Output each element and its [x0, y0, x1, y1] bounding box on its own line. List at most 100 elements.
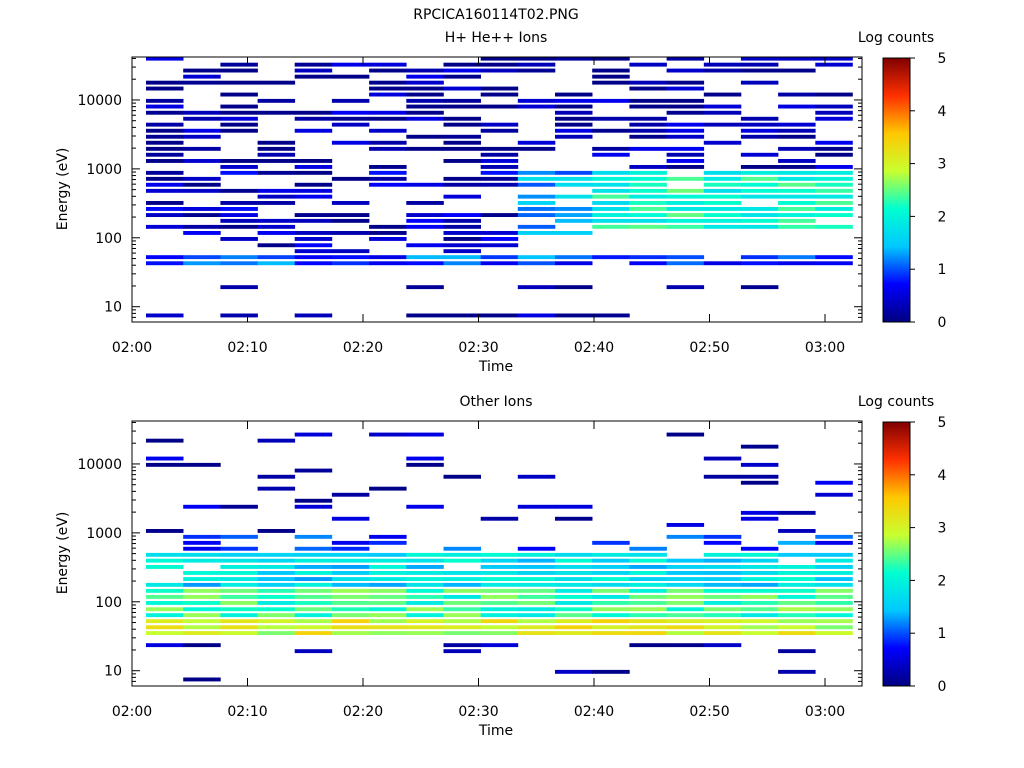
heatmap-cell — [443, 249, 481, 254]
heatmap-cell — [703, 261, 742, 266]
heatmap-cell — [183, 134, 221, 139]
heatmap-cell — [146, 643, 184, 648]
heatmap-cell — [629, 213, 667, 217]
heatmap-cell — [220, 110, 258, 115]
heatmap-cell — [592, 601, 630, 605]
heatmap-cell — [294, 631, 333, 635]
heatmap-cell — [778, 619, 816, 624]
heatmap-cell — [294, 582, 333, 587]
heatmap-cell — [406, 631, 444, 635]
heatmap-cell — [815, 625, 853, 630]
heatmap-cell — [146, 86, 184, 91]
heatmap-cell — [294, 601, 333, 605]
heatmap-cell — [369, 255, 407, 260]
colorbar-tick-label: 1 — [938, 262, 947, 278]
heatmap-cell — [146, 57, 184, 61]
heatmap-cell — [369, 540, 407, 545]
heatmap-cell — [146, 601, 184, 605]
heatmap-cell — [146, 122, 184, 127]
heatmap-cell — [443, 86, 481, 91]
panel-other-ions: Other Ions Log counts Time Energy (eV) 0… — [55, 394, 947, 739]
heatmap-cell — [592, 116, 630, 121]
heatmap-cell — [294, 231, 333, 235]
heatmap-cell — [740, 182, 779, 187]
heatmap-cell — [740, 516, 779, 521]
heatmap-cell — [666, 128, 705, 133]
heatmap-cell — [555, 92, 593, 97]
colorbar-label: Log counts — [858, 30, 934, 46]
x-tick-label: 03:00 — [805, 704, 845, 720]
heatmap-cell — [555, 98, 593, 103]
heatmap-cell — [740, 571, 779, 575]
heatmap-cell — [294, 588, 333, 593]
heatmap-cell — [146, 98, 184, 103]
heatmap-cell — [146, 207, 184, 211]
heatmap-cell — [815, 552, 853, 557]
heatmap-cell — [369, 110, 407, 115]
heatmap-cell — [183, 462, 221, 467]
x-tick-label: 02:10 — [227, 340, 267, 356]
heatmap-cell — [220, 558, 258, 563]
heatmap-cell — [220, 68, 258, 73]
heatmap-cell — [592, 669, 630, 674]
heatmap-cell — [331, 74, 370, 79]
heatmap-cell — [629, 595, 667, 599]
heatmap-cell — [331, 595, 370, 599]
heatmap-cell — [146, 565, 184, 569]
heatmap-cell — [406, 243, 444, 248]
heatmap-cell — [331, 213, 370, 217]
heatmap-cell — [666, 607, 705, 612]
heatmap-cell — [592, 74, 630, 79]
heatmap-cell — [703, 207, 742, 211]
heatmap-cell — [629, 134, 667, 139]
heatmap-cell — [517, 255, 556, 260]
heatmap-cell — [369, 625, 407, 630]
heatmap-cell — [331, 577, 370, 581]
heatmap-cell — [443, 237, 481, 241]
heatmap-cell — [517, 104, 556, 109]
heatmap-cell — [666, 152, 705, 157]
heatmap-cell — [406, 68, 444, 73]
heatmap-cell — [406, 588, 444, 593]
axes: 02:00 02:10 02:20 02:30 02:40 02:50 03:00 10 100… — [77, 57, 862, 356]
heatmap-cell — [555, 261, 593, 266]
heatmap-cell — [517, 194, 556, 199]
heatmap-cell — [778, 255, 816, 260]
heatmap-cell — [369, 224, 407, 229]
heatmap-cell — [331, 565, 370, 569]
heatmap-cell — [629, 218, 667, 223]
heatmap-cell — [740, 152, 779, 157]
heatmap-cell — [406, 92, 444, 97]
heatmap-cell — [517, 625, 556, 630]
heatmap-cell — [146, 261, 184, 266]
heatmap-cell — [406, 462, 444, 467]
heatmap-cell — [740, 619, 779, 624]
heatmap-cell — [815, 140, 853, 145]
heatmap-cell — [443, 313, 481, 318]
heatmap-cell — [294, 313, 333, 318]
heatmap-cell — [703, 456, 742, 461]
heatmap-cell — [555, 213, 593, 217]
heatmap-cell — [406, 134, 444, 139]
heatmap-cell — [146, 201, 184, 205]
heatmap-cell — [406, 577, 444, 581]
heatmap-cell — [406, 218, 444, 223]
heatmap-cell — [369, 486, 407, 491]
heatmap-cell — [406, 601, 444, 605]
heatmap-cell — [517, 619, 556, 624]
heatmap-cell — [331, 607, 370, 612]
heatmap-cell — [146, 159, 184, 163]
heatmap-cell — [666, 582, 705, 587]
heatmap-cell — [778, 128, 816, 133]
heatmap-cell — [815, 255, 853, 260]
heatmap-cell — [331, 218, 370, 223]
heatmap-cell — [146, 619, 184, 624]
heatmap-cell — [517, 146, 556, 151]
heatmap-cell — [294, 188, 333, 193]
heatmap-cell — [331, 625, 370, 630]
heatmap-cell — [294, 571, 333, 575]
heatmap-cell — [778, 669, 816, 674]
heatmap-cell — [294, 607, 333, 612]
heatmap-cell — [555, 207, 593, 211]
heatmap-cell — [257, 558, 296, 563]
